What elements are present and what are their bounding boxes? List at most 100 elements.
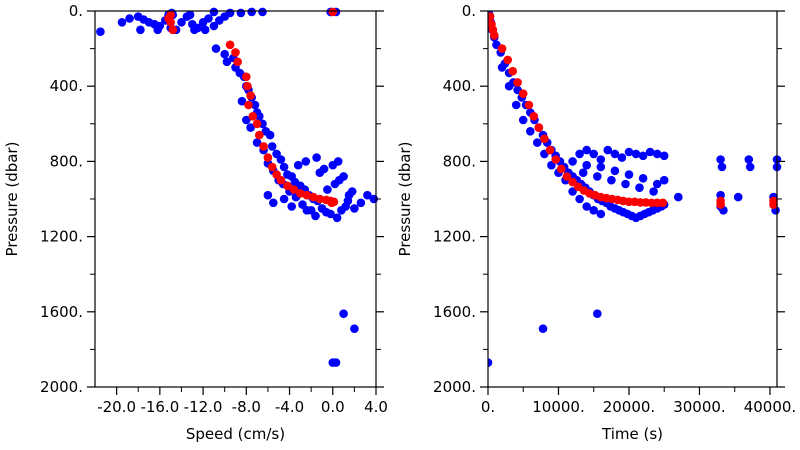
data-point <box>497 63 507 72</box>
data-point <box>302 190 312 200</box>
x-tick-label: 20000. <box>603 398 656 416</box>
data-point <box>659 151 669 161</box>
series-1-points <box>488 12 778 209</box>
data-point <box>638 174 648 183</box>
data-point <box>490 31 499 40</box>
data-point <box>301 157 311 166</box>
data-point <box>263 190 273 200</box>
data-point <box>204 14 213 23</box>
data-point <box>242 115 251 125</box>
data-point <box>347 187 357 196</box>
series-0-points <box>488 10 782 367</box>
x-axis-title: Time (s) <box>601 425 663 443</box>
x-tick-label: -16.0 <box>140 398 179 416</box>
data-point <box>328 7 338 17</box>
data-point <box>363 190 372 200</box>
data-point <box>233 57 242 67</box>
data-point <box>733 192 743 202</box>
data-point <box>562 172 572 181</box>
y-tick-label: 800. <box>443 152 476 170</box>
data-point <box>529 112 539 121</box>
data-point <box>333 157 343 166</box>
time-pressure-panel: 0. 10000. 20000. 30000. 40000. 0. 400. 800. 1200… <box>396 2 796 443</box>
y-tick-label: 400. <box>50 77 83 95</box>
data-point <box>247 7 256 17</box>
y-axis-title: Pressure (dbar) <box>396 142 414 257</box>
data-point <box>513 78 522 87</box>
data-point <box>237 96 247 106</box>
data-point <box>652 179 662 189</box>
data-point <box>617 153 627 162</box>
data-point <box>596 155 606 164</box>
data-point <box>596 209 606 219</box>
data-point <box>276 155 286 164</box>
data-point <box>315 194 325 204</box>
data-point <box>269 198 278 208</box>
data-point <box>211 44 221 53</box>
data-point <box>339 172 348 181</box>
data-point <box>745 162 755 172</box>
data-point <box>545 145 555 155</box>
data-point <box>518 89 528 98</box>
y-tick-label: 0. <box>69 2 83 20</box>
data-point <box>568 157 577 166</box>
data-point <box>244 100 253 110</box>
data-point <box>635 183 644 192</box>
data-point <box>287 202 297 211</box>
y-tick-label: 800. <box>50 152 83 170</box>
data-point <box>511 100 521 110</box>
data-point <box>769 200 778 209</box>
x-tick-label: -20.0 <box>97 398 136 416</box>
data-point <box>246 123 255 132</box>
data-point <box>319 164 329 174</box>
data-point <box>323 185 332 194</box>
data-point <box>508 66 517 76</box>
series-1-points <box>164 7 339 208</box>
data-point <box>582 160 591 170</box>
data-point <box>621 179 630 189</box>
data-point <box>209 21 219 31</box>
data-point <box>185 10 195 20</box>
data-point <box>164 14 173 23</box>
y-axis-title: Pressure (dbar) <box>3 142 21 257</box>
data-point <box>246 91 255 100</box>
data-point <box>649 187 658 196</box>
x-axis-title: Speed (cm/s) <box>186 425 285 443</box>
data-point <box>96 27 105 36</box>
data-point <box>578 168 588 177</box>
data-point <box>717 162 727 172</box>
data-point <box>638 151 648 161</box>
data-point <box>302 206 312 215</box>
data-point <box>716 155 725 164</box>
x-tick-label: 4.0 <box>364 398 388 416</box>
data-point <box>125 14 134 23</box>
data-point <box>168 25 178 35</box>
data-point <box>575 194 584 204</box>
data-point <box>658 198 668 208</box>
data-point <box>289 185 299 194</box>
data-point <box>504 81 514 91</box>
data-point <box>177 18 186 27</box>
data-point <box>582 145 591 155</box>
data-point <box>339 309 348 319</box>
data-point <box>631 149 641 159</box>
x-tick-label: 0.0 <box>321 398 345 416</box>
data-point <box>190 25 199 35</box>
data-point <box>225 8 235 18</box>
data-point <box>327 198 337 208</box>
x-tick-label: -4.0 <box>275 398 304 416</box>
data-point <box>589 149 598 159</box>
data-point <box>231 48 240 57</box>
data-point <box>267 162 277 172</box>
data-point <box>331 358 341 367</box>
data-point <box>551 155 560 164</box>
data-point <box>332 213 342 223</box>
data-point <box>488 12 495 21</box>
x-tick-label: 10000. <box>532 398 585 416</box>
data-point <box>254 130 264 140</box>
data-point <box>220 49 229 59</box>
data-point <box>652 149 662 159</box>
data-point <box>283 181 292 191</box>
y-tick-label: 1600. <box>433 303 476 321</box>
data-point <box>350 204 359 213</box>
